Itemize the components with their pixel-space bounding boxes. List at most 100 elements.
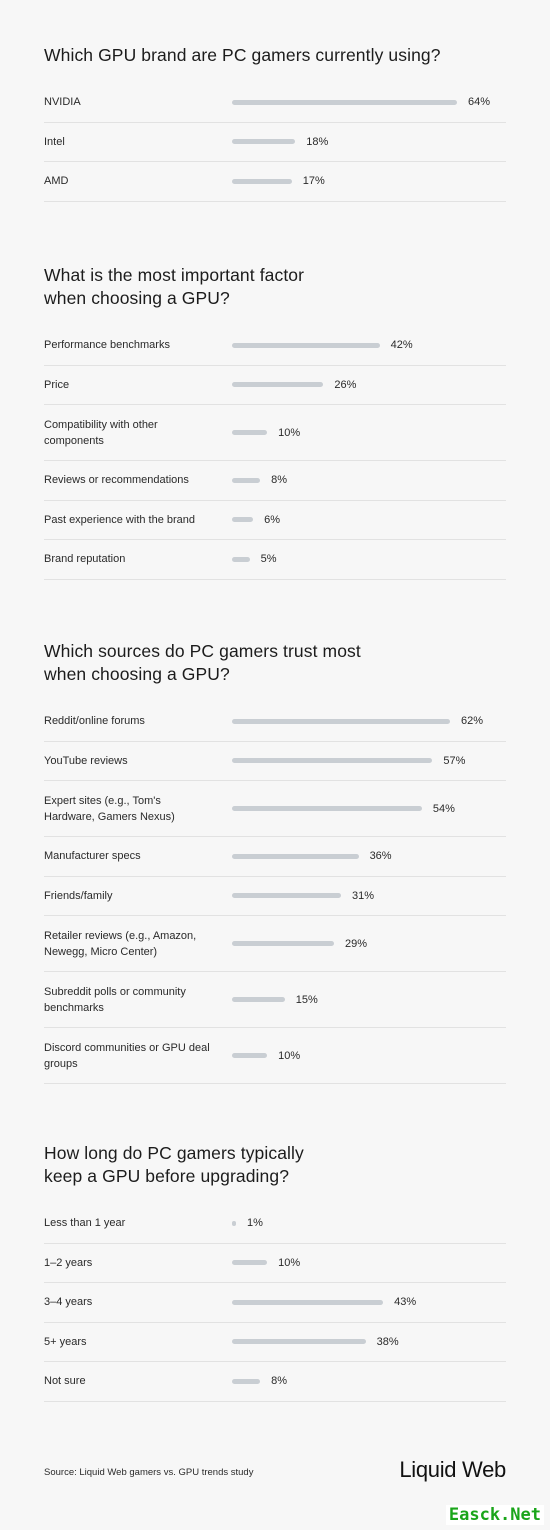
bar-row: Reddit/online forums 62% [44,702,506,742]
bar-value-label: 54% [432,802,455,815]
bar-category-label: NVIDIA [44,96,81,109]
bar-row: Price 26% [44,366,506,405]
chart-section-upgrade-cycle: How long do PC gamers typically keep a G… [44,1142,506,1402]
bar-row: Discord communities or GPU deal groups 10… [44,1028,506,1084]
bar-value-label: 62% [460,715,483,728]
bar [232,99,457,105]
bar [232,477,261,483]
bar-category-label: Intel [44,135,65,148]
bar-value-label: 10% [278,1256,301,1269]
bar [232,517,254,523]
bar-category-label: Past experience with the brand [44,513,196,526]
bar-category-label: Reviews or recommendations [44,474,189,487]
chart-section-gpu-brand: Which GPU brand are PC gamers currently … [44,44,506,202]
bar-category-label: Reddit/online forums [44,715,145,728]
bar [232,1053,268,1058]
bar-value-label: 18% [306,135,329,148]
bar [232,1260,268,1266]
bar-value-label: 57% [443,754,466,767]
bar [232,941,334,946]
bar [232,997,285,1002]
bar-row: YouTube reviews 57% [44,742,506,781]
bar [232,430,268,435]
bar-row: Less than 1 year 1% [44,1204,506,1244]
bar-category-label: 1–2 years [44,1256,93,1269]
bar-value-label: 43% [394,1296,417,1309]
bar-category-label: Friends/family [44,889,113,902]
liquid-web-logo: Liquid Web [399,1457,506,1482]
bar-row: AMD 17% [44,162,506,202]
bar [232,1378,261,1384]
bar-value-label: 8% [271,474,288,487]
bar [232,556,250,562]
bar-row: NVIDIA 64% [44,83,506,123]
bar-value-label: 8% [271,1375,288,1388]
bar-category-label: AMD [44,175,69,188]
bar-value-label: 42% [390,339,413,352]
chart-title: How long do PC gamers typically keep a G… [44,1143,304,1186]
bar-row: Reviews or recommendations 8% [44,461,506,501]
chart-section-important-factor: What is the most important factor when c… [44,264,506,580]
chart-title: Which GPU brand are PC gamers currently … [44,45,441,65]
bar-value-label: 6% [264,513,280,526]
bar-category-label: Brand reputation [44,553,126,566]
bar-row: Past experience with the brand 6% [44,501,506,540]
bar-category-label: Retailer reviews (e.g., Amazon, Newegg, … [44,929,197,958]
bar-category-label: 5+ years [44,1335,87,1348]
bar-row: Expert sites (e.g., Tom's Hardware, Game… [44,781,506,837]
bar-row: 5+ years 38% [44,1323,506,1362]
bar-chart: Less than 1 year 1% 1–2 years 10% 3–4 years 4… [44,1204,506,1402]
bar-category-label: 3–4 years [44,1296,93,1309]
bar-category-label: Price [44,378,70,391]
watermark-text: Easck.Net [445,1505,544,1525]
chart-section-trusted-sources: Which sources do PC gamers trust most wh… [44,640,506,1084]
chart-title: What is the most important factor when c… [44,265,305,308]
bar [232,139,296,145]
bar-value-label: 36% [369,850,392,863]
bar-value-label: 29% [344,937,367,950]
bar-value-label: 10% [278,1049,301,1062]
bar-row: Compatibility with other components 10% [44,405,506,461]
bar [232,1339,366,1345]
chart-title: Which sources do PC gamers trust most wh… [44,641,361,684]
bar-chart: NVIDIA 64% Intel 18% AMD 17% [44,83,506,202]
bar-row: Brand reputation 5% [44,540,506,580]
bar [232,893,341,899]
bar-row: 1–2 years 10% [44,1244,506,1283]
bar-value-label: 10% [278,426,301,439]
bar-category-label: Subreddit polls or community benchmarks [44,985,186,1014]
bar-chart: Performance benchmarks 42% Price 26% Compati… [44,326,506,580]
bar-row: 3–4 years 43% [44,1283,506,1323]
bar [232,758,433,764]
bar-row: Retailer reviews (e.g., Amazon, Newegg, … [44,916,506,972]
bar [232,178,292,184]
bar-value-label: 5% [260,553,277,566]
bar-category-label: Discord communities or GPU deal groups [44,1041,210,1070]
bar-value-label: 17% [302,175,325,188]
bar-row: Subreddit polls or community benchmarks 1… [44,972,506,1028]
bar-value-label: 26% [334,378,357,391]
bar-row: Intel 18% [44,123,506,162]
bar-value-label: 15% [295,993,318,1006]
bar-value-label: 31% [351,889,375,902]
bar [232,718,450,724]
bar [232,806,422,811]
bar [232,342,380,348]
bar-category-label: Compatibility with other components [44,418,158,447]
bar-category-label: YouTube reviews [44,754,128,767]
bar [232,1220,236,1226]
bar-value-label: 1% [247,1217,263,1230]
bar-value-label: 38% [376,1335,399,1348]
bar [232,382,324,388]
bar-category-label: Not sure [44,1375,86,1388]
bar-category-label: Expert sites (e.g., Tom's Hardware, Game… [44,794,175,823]
bar-chart: Reddit/online forums 62% YouTube reviews 57… [44,702,506,1084]
bar-category-label: Less than 1 year [44,1217,126,1230]
bar-row: Friends/family 31% [44,877,506,916]
bar-category-label: Manufacturer specs [44,850,141,863]
bar [232,1299,384,1305]
bar-category-label: Performance benchmarks [44,339,170,352]
bar-row: Manufacturer specs 36% [44,837,506,877]
bar-row: Performance benchmarks 42% [44,326,506,366]
source-note: Source: Liquid Web gamers vs. GPU trends… [44,1467,254,1478]
